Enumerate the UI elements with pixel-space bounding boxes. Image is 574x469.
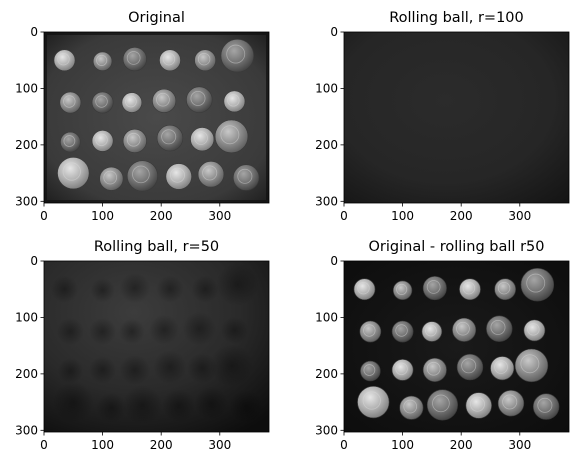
y-tick-label: 200 [15, 367, 38, 381]
coin [421, 321, 443, 342]
x-tick-label: 200 [450, 209, 473, 223]
coin [159, 49, 181, 72]
x-tick-label: 300 [508, 438, 531, 452]
coin [156, 124, 184, 152]
coin [60, 131, 81, 153]
coin [452, 317, 477, 342]
axes-frame [43, 260, 270, 433]
coin [422, 276, 447, 301]
coin [459, 278, 481, 301]
x-tick-label: 300 [508, 209, 531, 223]
coin [92, 51, 113, 72]
y-tick-label: 200 [315, 138, 338, 152]
axes-frame [343, 31, 570, 204]
coin [391, 320, 414, 343]
coin [53, 49, 76, 72]
y-tick-label: 100 [15, 310, 38, 324]
axes-frame [43, 31, 270, 204]
coin [486, 315, 513, 342]
coin [532, 393, 560, 420]
coin [126, 160, 158, 192]
coin [494, 278, 516, 301]
x-tick-label: 100 [91, 209, 114, 223]
coin [497, 390, 525, 417]
y-tick-label: 100 [15, 81, 38, 95]
coin [121, 92, 143, 113]
y-tick-label: 0 [30, 254, 38, 268]
image-coins-background-subtracted [344, 261, 569, 432]
y-tick-label: 100 [315, 310, 338, 324]
x-tick-label: 100 [91, 438, 114, 452]
coin [359, 320, 382, 343]
coin [490, 356, 515, 381]
coin [122, 47, 147, 72]
x-tick-label: 300 [208, 209, 231, 223]
x-tick-label: 100 [391, 209, 414, 223]
image-background-estimate [344, 32, 569, 203]
y-tick-label: 300 [315, 423, 338, 437]
coin [165, 163, 192, 190]
coin [360, 360, 381, 382]
y-tick-label: 200 [15, 138, 38, 152]
coin [186, 86, 213, 113]
coin [520, 267, 555, 302]
coin [391, 359, 414, 381]
coin [220, 38, 255, 73]
y-tick-label: 100 [315, 81, 338, 95]
y-tick-label: 300 [315, 194, 338, 208]
x-tick-label: 0 [340, 438, 348, 452]
coin [422, 357, 447, 382]
x-tick-label: 200 [150, 438, 173, 452]
coin [59, 91, 82, 114]
coin [152, 88, 177, 113]
y-tick-label: 0 [330, 254, 338, 268]
coin [190, 127, 215, 152]
coin [357, 385, 390, 419]
panel-title: Original - rolling ball r50 [369, 239, 545, 255]
coin [57, 156, 90, 190]
coin [194, 49, 216, 72]
x-tick-label: 300 [208, 438, 231, 452]
coin [465, 392, 492, 419]
coin [232, 164, 260, 191]
x-tick-label: 100 [391, 438, 414, 452]
y-tick-label: 0 [30, 25, 38, 39]
y-tick-label: 200 [315, 367, 338, 381]
coin [456, 353, 484, 381]
axes-frame [343, 260, 570, 433]
coin [91, 130, 114, 152]
y-tick-label: 300 [15, 423, 38, 437]
coin [353, 278, 376, 301]
coin [523, 319, 546, 342]
y-tick-label: 300 [15, 194, 38, 208]
coin [91, 91, 114, 114]
x-tick-label: 200 [450, 438, 473, 452]
panel-title: Original [128, 10, 185, 26]
y-tick-label: 0 [330, 25, 338, 39]
coin [223, 90, 246, 113]
coin [426, 389, 458, 421]
panel-title: Rolling ball, r=100 [389, 10, 524, 26]
coin [399, 395, 424, 420]
x-tick-label: 200 [150, 209, 173, 223]
image-background-estimate [44, 261, 269, 432]
coin [197, 161, 225, 188]
coin [122, 128, 147, 153]
x-tick-label: 0 [40, 438, 48, 452]
coin [514, 348, 549, 383]
x-tick-label: 0 [340, 209, 348, 223]
coin [99, 166, 124, 191]
panel-title: Rolling ball, r=50 [94, 239, 219, 255]
coin [214, 119, 249, 154]
coin [392, 280, 413, 301]
image-coins [44, 32, 269, 203]
x-tick-label: 0 [40, 209, 48, 223]
